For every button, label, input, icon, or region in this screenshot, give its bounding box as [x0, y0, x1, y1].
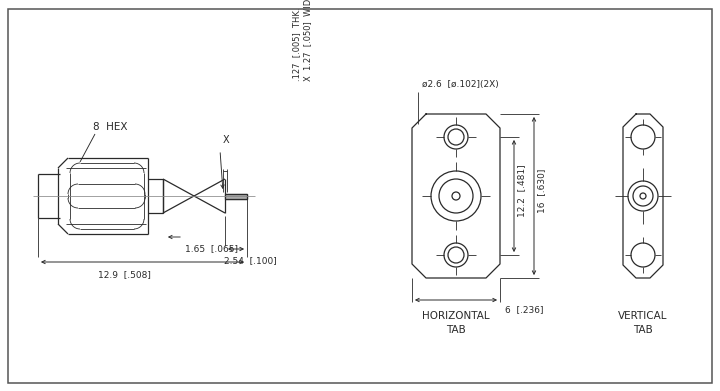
Text: 2.54  [.100]: 2.54 [.100] — [224, 256, 276, 265]
Text: VERTICAL
TAB: VERTICAL TAB — [618, 311, 667, 335]
Bar — [225, 194, 247, 199]
Text: 12.2  [.481]: 12.2 [.481] — [517, 165, 526, 217]
Text: X  1.27  [.050]  WIDE: X 1.27 [.050] WIDE — [303, 0, 312, 81]
Text: 8  HEX: 8 HEX — [93, 122, 127, 132]
Text: .127  [.005]  THK.: .127 [.005] THK. — [292, 7, 301, 81]
Text: 16  [.630]: 16 [.630] — [537, 169, 546, 213]
Text: 12.9  [.508]: 12.9 [.508] — [98, 270, 151, 279]
Text: 1.65  [.065]: 1.65 [.065] — [185, 244, 238, 253]
Text: 6  [.236]: 6 [.236] — [505, 305, 544, 314]
Text: X: X — [223, 135, 230, 145]
Text: HORIZONTAL
TAB: HORIZONTAL TAB — [422, 311, 490, 335]
Text: ø2.6  [ø.102](2X): ø2.6 [ø.102](2X) — [422, 80, 499, 89]
